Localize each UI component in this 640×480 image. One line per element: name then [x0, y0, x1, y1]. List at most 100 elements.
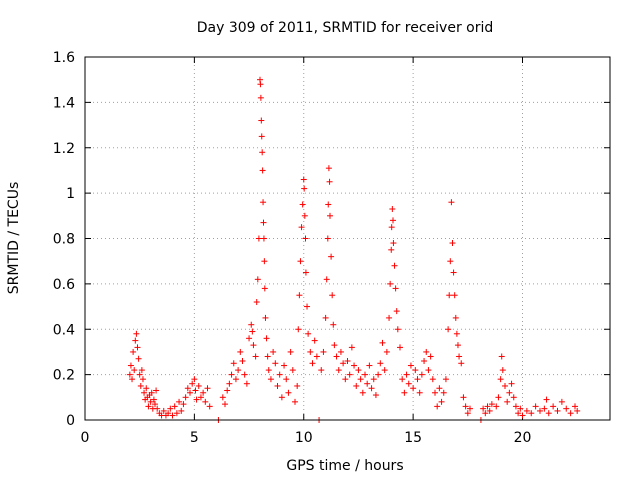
data-point: [258, 133, 265, 140]
data-point: [329, 292, 336, 299]
data-point: [232, 376, 239, 383]
data-point: [263, 335, 270, 342]
data-point: [191, 376, 198, 383]
data-point: [304, 303, 311, 310]
data-point: [572, 403, 578, 410]
data-point: [204, 385, 211, 392]
data-point: [299, 201, 306, 208]
data-point: [351, 362, 358, 369]
data-point: [152, 401, 158, 408]
data-point: [160, 407, 167, 414]
data-point: [278, 394, 285, 401]
data-point: [377, 360, 384, 367]
data-point: [541, 405, 548, 412]
data-point: [260, 199, 267, 206]
data-point: [222, 401, 228, 408]
data-point: [134, 344, 141, 351]
data-point: [458, 360, 465, 367]
data-point: [302, 235, 309, 242]
data-point: [414, 376, 421, 383]
data-point: [272, 360, 279, 367]
data-point: [311, 337, 318, 344]
data-point: [237, 348, 244, 355]
data-point: [486, 407, 493, 414]
data-point: [261, 258, 268, 265]
data-point: [410, 385, 417, 392]
x-tick-label: 15: [404, 430, 422, 446]
data-point: [446, 292, 453, 299]
data-point: [241, 371, 248, 378]
data-point: [249, 328, 256, 335]
data-point: [135, 355, 142, 362]
data-point: [488, 401, 495, 408]
data-point: [131, 367, 138, 374]
data-point: [383, 348, 390, 355]
data-point: [427, 353, 434, 360]
data-point: [324, 235, 331, 242]
data-point: [429, 376, 436, 383]
data-point: [416, 389, 423, 396]
data-point: [326, 178, 333, 185]
data-point: [355, 367, 362, 374]
x-tick-labels: 0 5 10 15 20: [81, 430, 532, 446]
data-point: [138, 367, 145, 374]
data-point: [502, 382, 508, 389]
data-point: [302, 269, 309, 276]
data-point: [353, 382, 360, 389]
data-point: [182, 394, 189, 401]
data-point: [512, 403, 519, 410]
data-point: [364, 380, 371, 387]
data-point: [563, 405, 570, 412]
data-point: [452, 314, 459, 321]
data-point: [173, 410, 180, 417]
y-tick-label: 0: [66, 413, 75, 429]
data-point: [554, 407, 561, 414]
data-point: [148, 389, 155, 396]
data-point: [200, 389, 207, 396]
x-axis-label: GPS time / hours: [286, 458, 403, 474]
data-point: [130, 348, 137, 355]
data-point: [226, 380, 233, 387]
data-point: [328, 253, 335, 260]
data-point: [537, 407, 543, 414]
data-point: [228, 371, 235, 378]
data-point: [337, 348, 344, 355]
y-tick-label: 1: [66, 186, 75, 202]
data-point: [300, 176, 307, 183]
data-point: [405, 380, 412, 387]
data-point: [235, 367, 242, 374]
data-point: [434, 403, 441, 410]
x-tick-label: 20: [514, 430, 532, 446]
data-point: [150, 396, 157, 403]
data-point: [450, 269, 457, 276]
data-point: [129, 376, 136, 383]
data-point: [368, 385, 375, 392]
data-point: [401, 389, 408, 396]
y-axis-label: SRMTID / TECUs: [6, 182, 22, 295]
data-point: [388, 224, 395, 231]
data-point: [335, 367, 342, 374]
data-point: [254, 276, 261, 283]
data-point: [442, 376, 449, 383]
data-point: [543, 396, 550, 403]
data-point: [252, 353, 259, 360]
data-point: [390, 217, 396, 224]
data-point: [425, 367, 432, 374]
data-point: [366, 362, 373, 369]
data-point: [447, 258, 454, 265]
data-point: [281, 362, 288, 369]
x-tick-label: 10: [295, 430, 313, 446]
data-point: [517, 405, 524, 412]
data-point: [133, 330, 140, 337]
data-point: [309, 360, 316, 367]
y-tick-label: 0.2: [53, 368, 75, 384]
data-point: [325, 201, 332, 208]
data-point: [143, 385, 150, 392]
data-point: [523, 407, 530, 414]
data-point: [257, 81, 264, 88]
data-point: [126, 371, 133, 378]
data-point: [274, 382, 281, 389]
data-point: [136, 371, 143, 378]
data-point: [246, 335, 253, 342]
data-point: [467, 405, 473, 412]
